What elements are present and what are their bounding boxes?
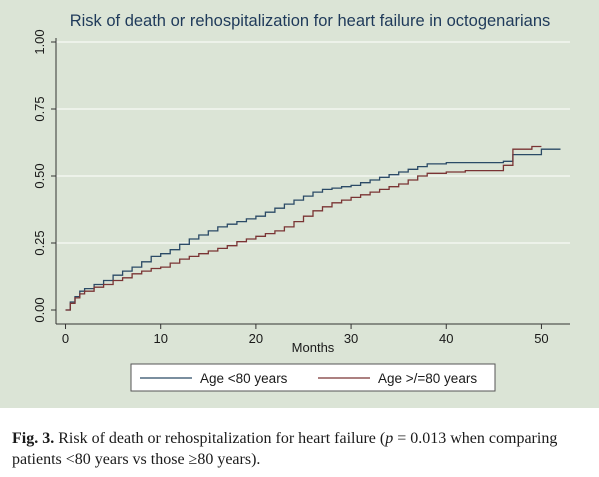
x-tick-label: 0 [62, 331, 69, 346]
x-tick-label: 20 [249, 331, 263, 346]
figure-caption: Fig. 3. Risk of death or rehospitalizati… [12, 428, 592, 470]
y-tick-label: 0.75 [32, 96, 47, 121]
series-line-80plus [65, 145, 542, 311]
legend: Age <80 years Age >/=80 years [130, 363, 496, 392]
x-axis-label: Months [292, 340, 335, 355]
series-line-under80 [65, 148, 561, 311]
legend-label-under80: Age <80 years [200, 371, 288, 386]
plot-area [56, 38, 570, 324]
chart-panel: Risk of death or rehospitalization for h… [0, 0, 599, 408]
caption-text-b: = 0.013 when comparing patients <80 year… [12, 430, 558, 468]
caption-p-variable: p [385, 430, 394, 447]
legend-label-80plus: Age >/=80 years [378, 371, 477, 386]
chart-title: Risk of death or rehospitalization for h… [70, 12, 551, 30]
series-group [65, 145, 561, 311]
x-axis-ticks: 0 10 20 30 40 50 [62, 324, 549, 346]
km-chart: Risk of death or rehospitalization for h… [32, 12, 570, 392]
x-tick-label: 50 [534, 331, 548, 346]
x-tick-label: 40 [439, 331, 453, 346]
caption-text-a: Risk of death or rehospitalization for h… [54, 430, 386, 447]
y-tick-label: 0.50 [32, 163, 47, 188]
y-axis-ticks: 0.00 0.25 0.50 0.75 1.00 [32, 29, 56, 323]
caption-figure-label: Fig. 3. [12, 430, 55, 447]
y-tick-label: 1.00 [32, 29, 47, 54]
grid-lines [56, 41, 570, 244]
x-tick-label: 10 [153, 331, 167, 346]
x-tick-label: 30 [344, 331, 358, 346]
y-tick-label: 0.25 [32, 230, 47, 255]
y-tick-label: 0.00 [32, 297, 47, 322]
